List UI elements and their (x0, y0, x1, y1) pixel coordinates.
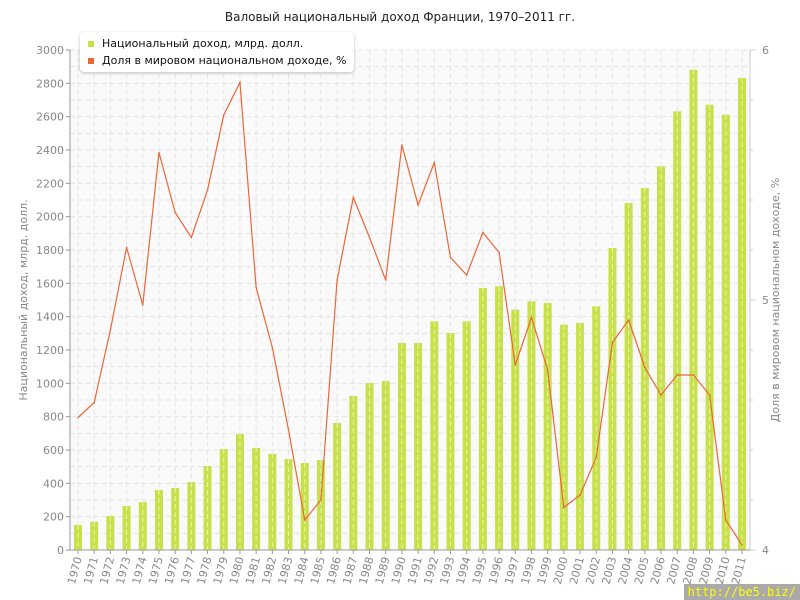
y-tick-label: 600 (43, 444, 64, 457)
y-tick-label: 0 (57, 544, 64, 557)
line-point-1972 (109, 329, 112, 331)
line-point-1991 (417, 204, 419, 206)
line-point-1990 (401, 144, 403, 146)
y-tick-label: 1000 (36, 377, 64, 390)
y-tick-label: 200 (43, 511, 64, 524)
line-point-2010 (725, 519, 727, 521)
bar-2006 (657, 166, 666, 551)
line-point-1997 (514, 364, 517, 366)
legend-swatch (88, 40, 94, 47)
y-tick-label: 2400 (36, 144, 64, 157)
line-point-1996 (498, 251, 500, 254)
y-tick-label: 1800 (36, 244, 64, 257)
line-point-1973 (125, 246, 128, 249)
line-point-2003 (611, 341, 614, 344)
line-point-1982 (271, 346, 274, 349)
bar-1990 (397, 343, 406, 550)
bar-1986 (333, 423, 342, 550)
line-point-1985 (320, 499, 322, 501)
watermark: http://be5.biz/ (683, 584, 800, 600)
line-point-1993 (449, 256, 452, 259)
y-tick-label: 2200 (36, 177, 64, 190)
y-tick-label: 2800 (36, 77, 64, 90)
legend-item-share[interactable]: Доля в мировом национальном доходе, % (88, 52, 346, 69)
legend-label: Национальный доход, млрд. долл. (102, 37, 304, 50)
line-point-1983 (287, 429, 290, 431)
line-point-2009 (708, 394, 711, 396)
bar-1971 (90, 521, 99, 550)
bar-1975 (154, 490, 163, 550)
line-point-2007 (676, 374, 679, 376)
bar-2009 (705, 104, 714, 551)
line-point-1974 (141, 304, 144, 306)
line-point-2002 (595, 456, 598, 459)
legend-label: Доля в мировом национальном доходе, % (102, 54, 347, 67)
line-point-1981 (255, 286, 257, 289)
line-point-1980 (239, 81, 241, 84)
y-tick-label: 400 (43, 477, 64, 490)
line-point-2011 (741, 544, 743, 546)
bar-1983 (284, 459, 293, 550)
line-point-1992 (433, 161, 436, 164)
line-point-1989 (384, 279, 387, 281)
line-point-1970 (77, 416, 79, 419)
line-point-1979 (222, 114, 225, 116)
line-point-1977 (190, 236, 193, 239)
line-point-1986 (336, 279, 338, 281)
legend: Национальный доход, млрд. долл. Доля в м… (80, 32, 355, 72)
line-point-1988 (368, 236, 371, 239)
line-point-1995 (482, 231, 484, 234)
line-point-2000 (563, 506, 565, 509)
line-point-1999 (546, 369, 549, 371)
y2-tick-label: 6 (762, 44, 769, 57)
bar-1973 (122, 506, 131, 550)
line-point-1976 (174, 211, 176, 214)
line-point-1978 (206, 189, 209, 191)
bar-2003 (608, 248, 617, 550)
legend-swatch (88, 57, 94, 64)
y-tick-label: 1400 (36, 311, 64, 324)
line-point-2005 (644, 366, 646, 369)
line-point-1998 (530, 316, 533, 319)
y-axis-label: Национальный доход, млрд. долл. (17, 199, 30, 400)
y-tick-label: 1200 (36, 344, 64, 357)
line-point-1994 (465, 274, 468, 276)
chart-title: Валовый национальный доход Франции, 1970… (224, 10, 576, 24)
line-point-2001 (579, 494, 581, 496)
share-line (77, 80, 743, 546)
line-point-1984 (303, 519, 306, 521)
line-point-1971 (93, 401, 95, 404)
line-point-2006 (660, 394, 662, 396)
y-tick-label: 800 (43, 411, 64, 424)
line-point-2008 (692, 374, 695, 376)
y-tick-label: 1600 (36, 277, 64, 290)
legend-item-income[interactable]: Национальный доход, млрд. долл. (88, 35, 346, 52)
y-tick-label: 2000 (36, 211, 64, 224)
bar-1976 (171, 488, 180, 550)
bar-1991 (414, 343, 423, 550)
y-tick-label: 3000 (36, 44, 64, 57)
y2-tick-label: 5 (762, 294, 769, 307)
y2-axis-label: Доля в мировом национальном доходе, % (769, 178, 782, 422)
line-point-1975 (158, 151, 160, 154)
bar-2004 (624, 203, 633, 550)
line-point-1987 (352, 196, 355, 199)
y-tick-label: 2600 (36, 111, 64, 124)
y2-tick-label: 4 (762, 544, 769, 557)
line-point-2004 (627, 319, 630, 321)
